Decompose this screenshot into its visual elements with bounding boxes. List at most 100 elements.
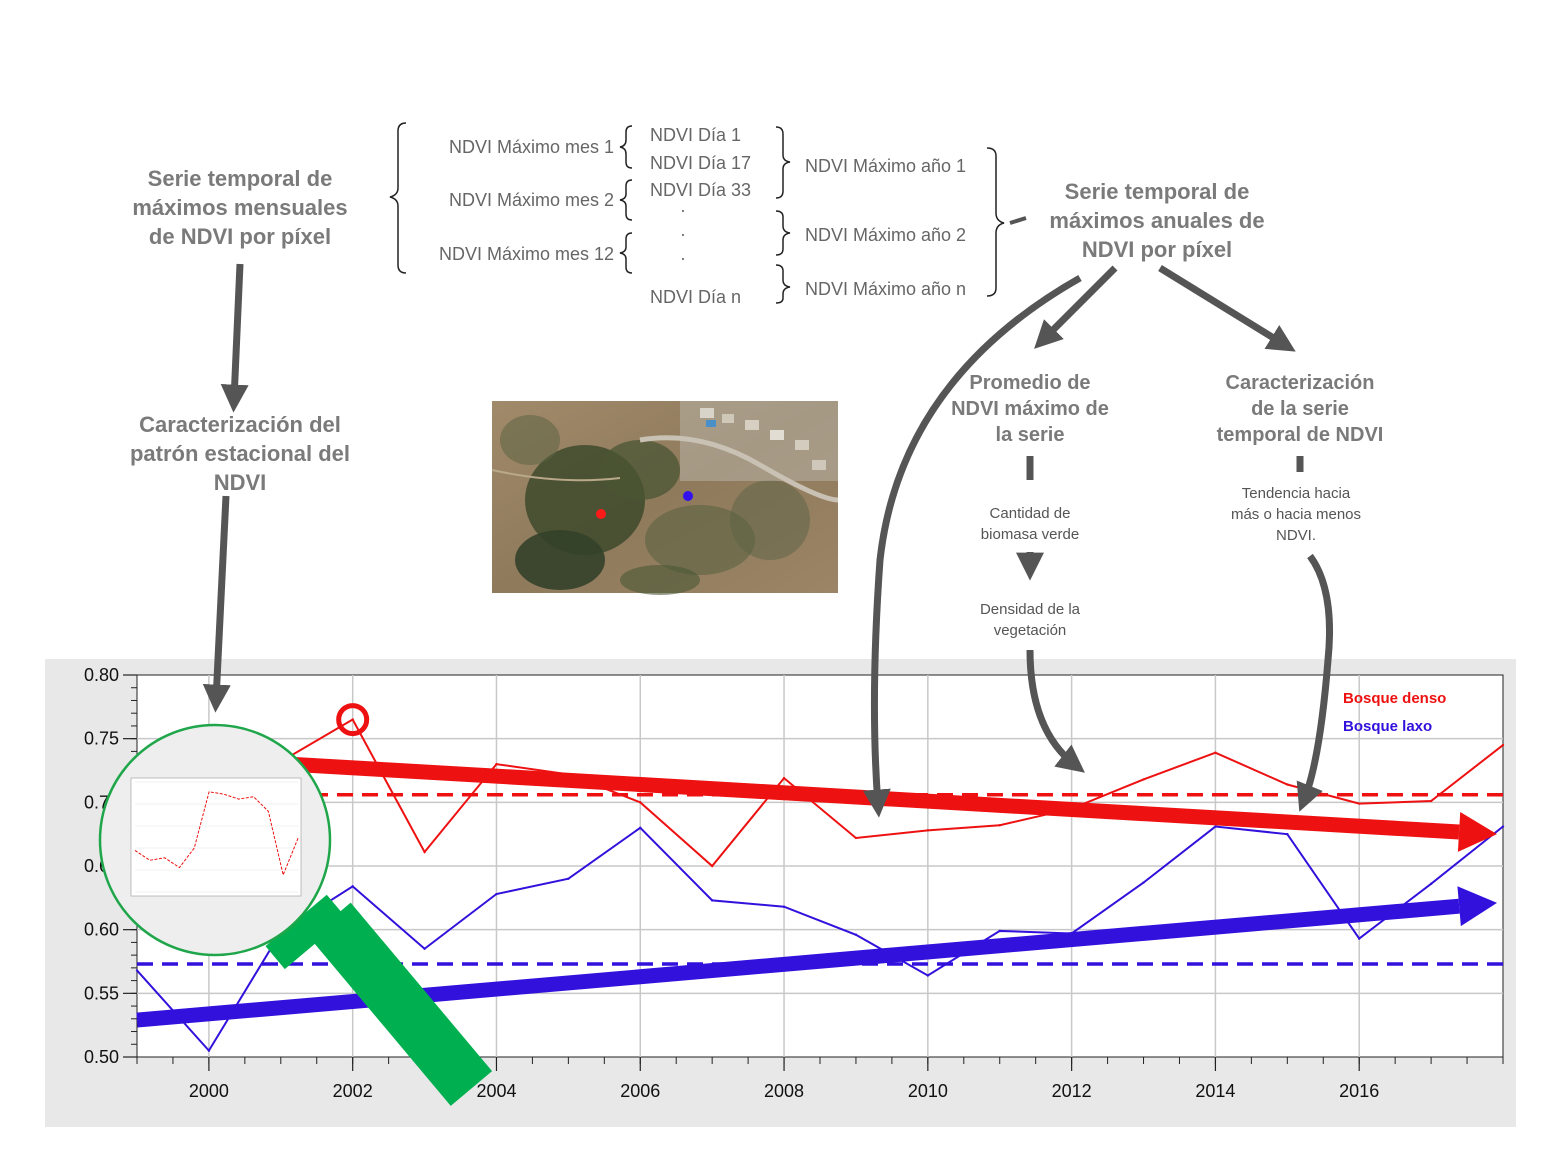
heading-monthly-series: Serie temporal de máximos mensuales de N…: [132, 166, 347, 249]
chart-series: [135, 703, 1505, 1053]
arrow-annual-to-mean: [1034, 265, 1118, 349]
heading-mean-line-3: la serie: [996, 424, 1065, 446]
satellite-image: [491, 401, 839, 595]
data-point-open: [567, 877, 570, 880]
flow-arrows: [202, 263, 1333, 818]
legend-dense: Bosque denso: [1343, 690, 1446, 707]
data-point-dense: [639, 801, 642, 804]
sample-point-open: [683, 491, 693, 501]
label-dot-1: ·: [680, 200, 686, 220]
label-dot-3: ·: [680, 248, 686, 268]
x-tick-label: 2002: [333, 1081, 373, 1101]
note-density-line-1: Densidad de la: [980, 601, 1081, 618]
heading-seasonal-line-3: NDVI: [214, 470, 267, 495]
note-trend-line-1: Tendencia hacia: [1242, 485, 1351, 502]
trend-line-dense: [222, 752, 1460, 840]
x-tick-label: 2012: [1052, 1081, 1092, 1101]
brace-year-n: [775, 264, 791, 304]
data-point-dense: [1214, 751, 1217, 754]
trend-arrowhead-dense: [1457, 812, 1497, 852]
data-point-open: [1358, 937, 1361, 940]
magnifier-handle-cap: [265, 894, 347, 970]
data-point-open: [1429, 882, 1433, 886]
arrow-annual-to-char: [1158, 265, 1296, 352]
data-point-open: [1214, 825, 1217, 828]
label-day-1: NDVI Día 1: [650, 125, 741, 145]
brace-days-month-1: [619, 125, 633, 169]
x-tick-label: 2004: [476, 1081, 516, 1101]
x-tick-label: 2000: [189, 1081, 229, 1101]
label-dot-2: ·: [680, 224, 686, 244]
data-point-dense: [1142, 778, 1145, 781]
brace-days-month-12: [619, 232, 633, 274]
data-point-open: [1286, 832, 1289, 836]
arrow-monthly-to-seasonal: [220, 263, 249, 413]
data-point-dense: [854, 836, 858, 840]
legend-open: Bosque laxo: [1343, 718, 1432, 735]
y-tick-label: 0.55: [84, 983, 119, 1003]
brace-months: [389, 122, 407, 274]
brace-structure: [389, 122, 1005, 304]
chart-legend: Bosque denso Bosque laxo: [1343, 690, 1446, 735]
arrow-density-to-mean-line: [1026, 649, 1085, 773]
data-point-dense: [710, 864, 714, 868]
x-tick-label: 2008: [764, 1081, 804, 1101]
heading-annual-line-2: máximos anuales de: [1049, 208, 1264, 233]
heading-annual-line-3: NDVI por píxel: [1082, 237, 1232, 262]
label-year-1: NDVI Máximo año 1: [805, 156, 966, 176]
magnifier: [98, 723, 493, 1106]
label-day-n: NDVI Día n: [650, 287, 741, 307]
data-point-dense: [998, 824, 1001, 827]
heading-mean-line-2: NDVI máximo de: [951, 398, 1109, 420]
brace-connector: [1009, 216, 1027, 225]
brace-year-1: [775, 126, 791, 199]
label-day-33: NDVI Día 33: [650, 180, 751, 200]
label-month-1: NDVI Máximo mes 1: [449, 137, 614, 157]
data-point-open: [1501, 825, 1505, 828]
series-line-dense: [136, 718, 1504, 868]
arrow-seasonal-to-inset: [202, 495, 231, 713]
data-point-open: [135, 969, 139, 972]
heading-monthly-line-2: máximos mensuales: [132, 195, 347, 220]
heading-char-line-2: de la serie: [1251, 398, 1349, 420]
label-year-n: NDVI Máximo año n: [805, 279, 966, 299]
inset-chart-area: [130, 777, 302, 897]
note-trend-line-3: NDVI.: [1276, 527, 1316, 544]
data-point-dense: [495, 762, 498, 766]
note-density: Densidad de la vegetación: [980, 601, 1081, 639]
data-point-open: [639, 826, 642, 829]
brace-days-month-2: [619, 179, 633, 221]
label-day-17: NDVI Día 17: [650, 153, 751, 173]
data-point-dense: [1429, 799, 1433, 803]
inset-chart: [134, 781, 299, 893]
note-trend-line-2: más o hacia menos: [1231, 506, 1361, 523]
brace-years: [986, 147, 1005, 297]
magnifier-handle: [309, 902, 493, 1106]
heading-mean-line-1: Promedio de: [969, 372, 1090, 394]
heading-char-line-3: temporal de NDVI: [1217, 424, 1384, 446]
x-tick-label: 2010: [908, 1081, 948, 1101]
data-point-open: [998, 929, 1001, 933]
heading-seasonal-pattern: Caracterización del patrón estacional de…: [130, 412, 350, 495]
y-tick-label: 0.75: [84, 729, 119, 749]
data-point-open: [782, 905, 786, 908]
heading-char-line-1: Caracterización: [1226, 372, 1375, 394]
trend-line-open: [136, 898, 1460, 1028]
data-point-dense: [1286, 783, 1289, 786]
note-biomass-line-2: biomasa verde: [981, 526, 1079, 543]
heading-series-characterization: Caracterización de la serie temporal de …: [1217, 372, 1384, 446]
data-point-open: [854, 933, 858, 936]
data-point-dense: [1358, 802, 1361, 805]
y-axis: 0.500.550.600.650.700.750.80: [84, 665, 137, 1067]
heading-annual-line-1: Serie temporal de: [1065, 179, 1250, 204]
note-biomass-line-1: Cantidad de: [990, 505, 1071, 522]
data-point-dense: [1501, 743, 1505, 747]
highlight-marker: [336, 703, 370, 737]
data-point-open: [495, 892, 498, 896]
note-trend: Tendencia hacia más o hacia menos NDVI.: [1231, 485, 1361, 544]
y-tick-label: 0.80: [84, 665, 119, 685]
data-point-open: [351, 885, 354, 888]
heading-annual-series: Serie temporal de máximos anuales de NDV…: [1049, 179, 1264, 262]
label-year-2: NDVI Máximo año 2: [805, 225, 966, 245]
